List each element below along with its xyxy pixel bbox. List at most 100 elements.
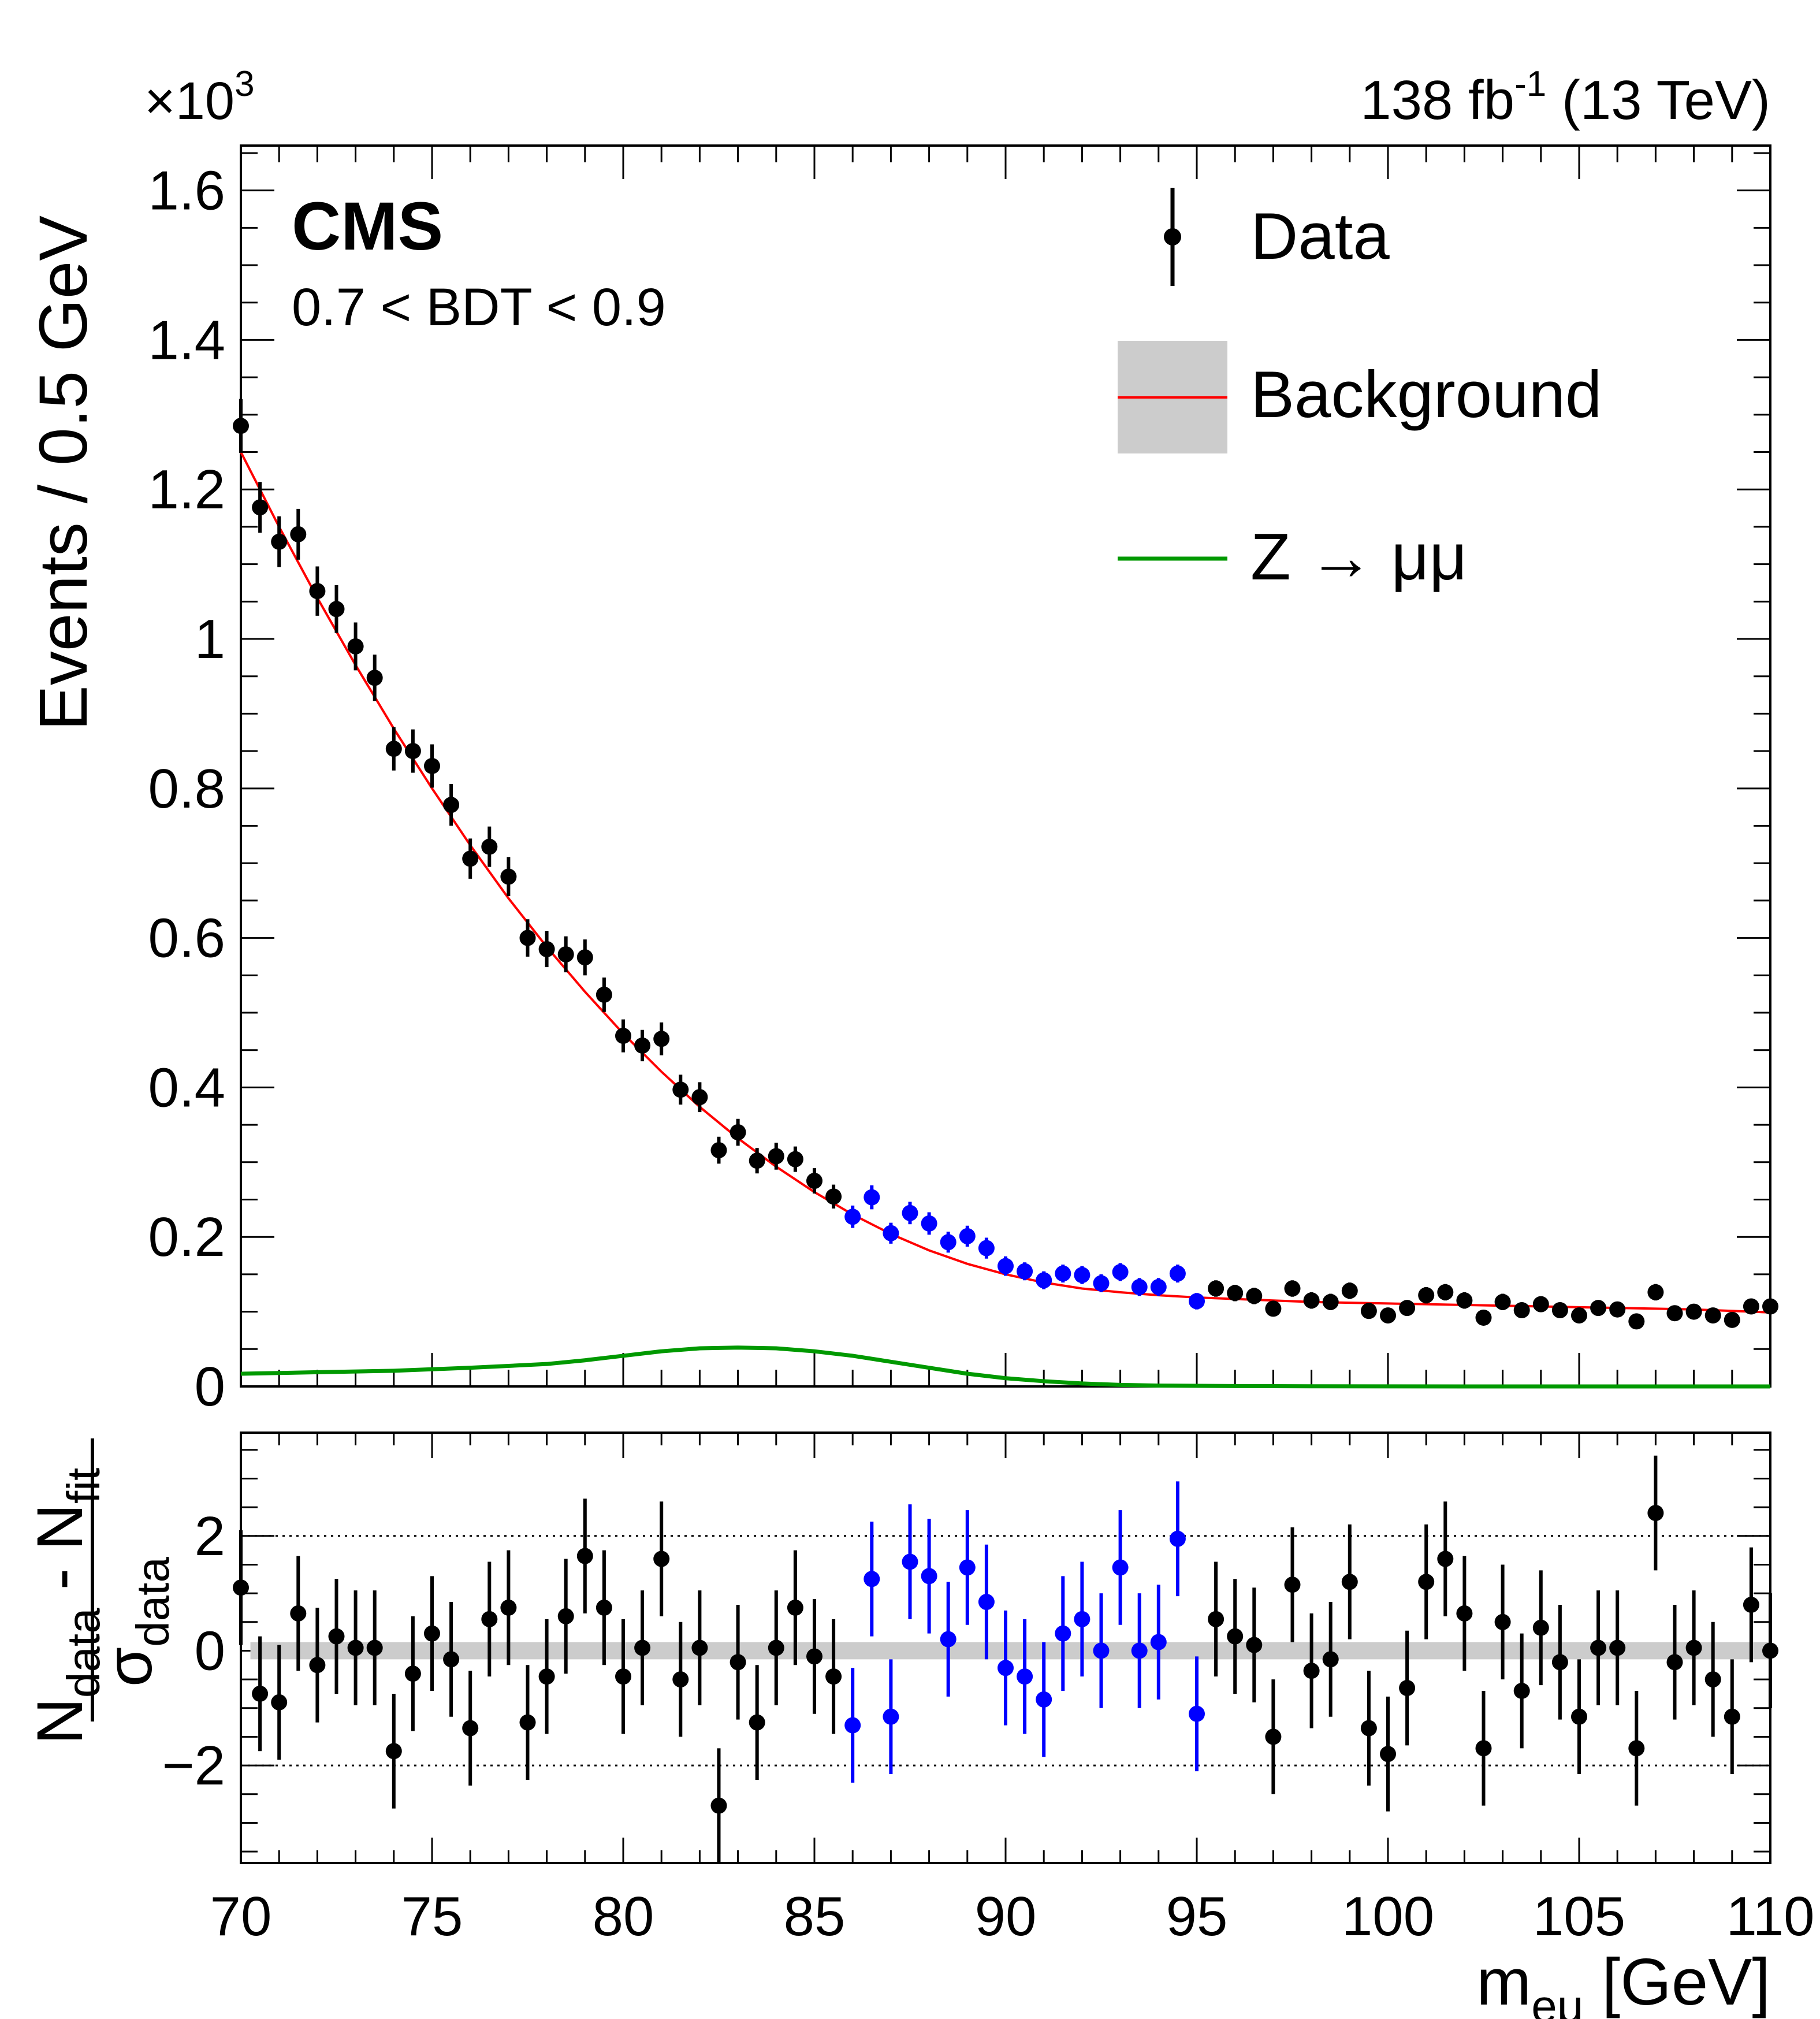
- category-label: 0.7 < BDT < 0.9: [292, 278, 666, 337]
- legend-signal-label: Z → μμ: [1250, 520, 1467, 594]
- pull-point: [1284, 1576, 1301, 1593]
- data-point: [1055, 1265, 1071, 1282]
- pull-point: [1169, 1530, 1186, 1547]
- pull-point: [921, 1568, 937, 1585]
- pull-point: [998, 1660, 1014, 1676]
- data-point: [424, 758, 440, 774]
- data-point: [806, 1173, 822, 1189]
- pull-point: [328, 1628, 345, 1645]
- data-point: [1571, 1307, 1587, 1324]
- data-point: [998, 1258, 1014, 1274]
- pull-point: [883, 1708, 899, 1725]
- y-tick-label: 0: [195, 1620, 225, 1682]
- pull-point: [634, 1639, 651, 1656]
- pull-point: [1093, 1642, 1110, 1659]
- pull-y-axis-label: Ndata - Nfit σdata: [24, 1438, 178, 1745]
- data-point: [1762, 1298, 1778, 1315]
- y-tick-label: 1.4: [148, 309, 225, 371]
- data-point: [328, 601, 345, 618]
- data-point: [309, 583, 326, 600]
- data-point: [1628, 1313, 1645, 1330]
- data-point: [1208, 1280, 1225, 1297]
- pull-point: [271, 1694, 288, 1711]
- pull-point: [1762, 1642, 1778, 1659]
- pull-point: [252, 1685, 269, 1702]
- data-point: [921, 1215, 937, 1232]
- x-tick-label: 75: [401, 1886, 463, 1947]
- data-point: [500, 868, 517, 885]
- data-point: [290, 526, 307, 542]
- pull-point: [672, 1671, 689, 1688]
- data-point: [672, 1081, 689, 1098]
- data-point: [1093, 1275, 1110, 1292]
- main-plot-area: [233, 399, 1778, 1389]
- data-point: [940, 1234, 956, 1251]
- pull-point: [1532, 1619, 1549, 1636]
- pull-point: [1418, 1574, 1435, 1590]
- pull-point: [1303, 1663, 1320, 1679]
- y-tick-label: 1: [195, 608, 225, 670]
- legend-data-label: Data: [1250, 200, 1390, 273]
- pull-point: [347, 1639, 364, 1656]
- pull-point: [940, 1631, 956, 1648]
- x-axis-label: meμ [GeV]: [1476, 1946, 1770, 2019]
- pull-point: [1246, 1637, 1263, 1653]
- pull-point: [233, 1579, 249, 1596]
- pull-point: [1628, 1740, 1645, 1757]
- pull-point: [1208, 1611, 1225, 1627]
- data-point: [1341, 1282, 1358, 1299]
- data-point: [1017, 1263, 1033, 1280]
- experiment-label: CMS: [292, 188, 443, 265]
- y-tick-label: 1.2: [148, 459, 225, 520]
- y-tick-label: 2: [195, 1505, 225, 1567]
- pull-point: [538, 1668, 555, 1685]
- data-point: [730, 1124, 746, 1141]
- x-tick-label: 105: [1533, 1886, 1625, 1947]
- data-point: [1590, 1300, 1607, 1317]
- data-point: [557, 946, 574, 963]
- pull-point: [309, 1657, 326, 1674]
- pull-point: [1551, 1654, 1568, 1671]
- data-point: [959, 1228, 976, 1244]
- pull-point: [1704, 1671, 1721, 1688]
- data-point: [1380, 1307, 1396, 1324]
- data-point: [252, 499, 269, 516]
- data-point: [1513, 1302, 1530, 1319]
- pull-point: [1322, 1651, 1339, 1668]
- pull-point: [1074, 1611, 1090, 1627]
- pull-axis-ticks: 70 75 80 85 90 95 100 105 110 −2 0 2: [162, 1433, 1815, 1947]
- data-point: [1724, 1311, 1740, 1328]
- pull-point: [1685, 1639, 1702, 1656]
- data-point: [1131, 1278, 1148, 1295]
- pull-point: [615, 1668, 631, 1685]
- data-point: [1743, 1298, 1759, 1315]
- pull-point: [806, 1648, 822, 1665]
- data-point: [902, 1204, 918, 1221]
- pull-point: [1494, 1613, 1511, 1630]
- pull-point: [424, 1625, 440, 1642]
- pull-point: [1265, 1728, 1282, 1745]
- data-point: [1246, 1288, 1263, 1304]
- data-point: [404, 743, 421, 760]
- y-tick-label: 0.4: [148, 1057, 225, 1118]
- data-point: [1437, 1284, 1454, 1300]
- data-point: [1284, 1280, 1301, 1297]
- data-point: [615, 1028, 631, 1044]
- signal-curve: [240, 1345, 1770, 1389]
- data-point: [1475, 1309, 1492, 1326]
- y-tick-label: 0.6: [148, 908, 225, 969]
- main-axis-ticks: 0 0.2 0.4 0.6 0.8 1 1.2 1.4 1.6: [148, 146, 1771, 1418]
- data-point: [1666, 1305, 1683, 1322]
- data-point: [1551, 1302, 1568, 1319]
- data-point: [481, 838, 498, 855]
- pull-point: [1112, 1559, 1129, 1576]
- pull-point: [462, 1720, 479, 1737]
- data-point: [1532, 1296, 1549, 1312]
- data-point: [1494, 1293, 1511, 1310]
- pull-point: [1475, 1740, 1492, 1757]
- pull-point: [1590, 1639, 1607, 1656]
- pull-point: [1189, 1705, 1205, 1722]
- main-y-axis-label: Events / 0.5 GeV: [25, 215, 102, 731]
- pull-point: [1017, 1668, 1033, 1685]
- legend-background-label: Background: [1250, 358, 1602, 432]
